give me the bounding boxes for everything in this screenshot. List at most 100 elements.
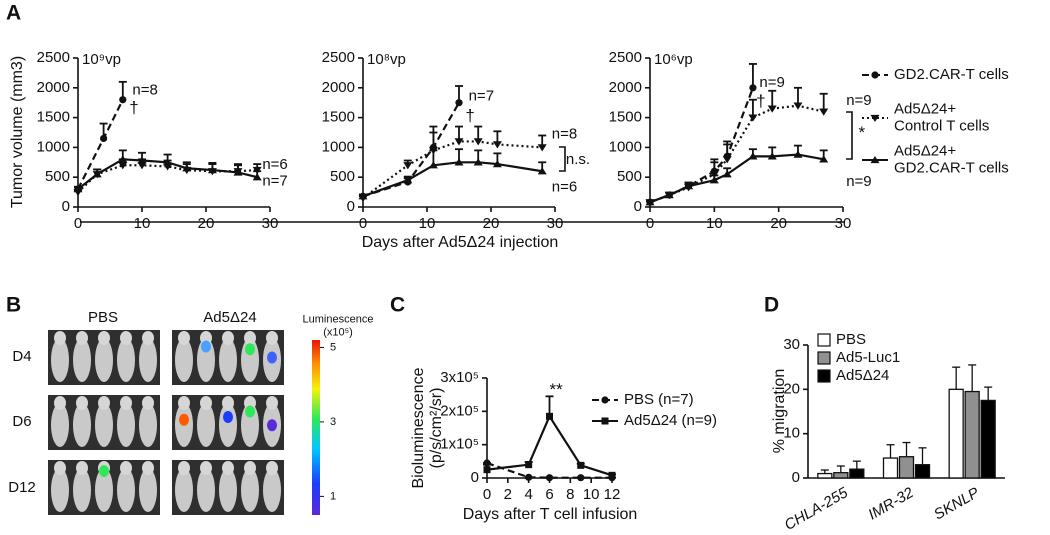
marker [722,170,732,178]
y-tick-label: 10 [783,425,800,442]
marker [546,412,553,420]
y-tick-label: 20 [783,380,800,397]
annotation: n=9 [846,173,871,190]
mouse-head [178,396,190,410]
x-tick-label: 0 [646,215,654,232]
x-tick-label: 8 [566,486,574,503]
x-axis-label: Days after Ad5Δ24 injection [362,234,559,251]
marker [137,162,147,170]
mouse-head [200,331,212,345]
marker [684,182,694,190]
y-tick-label: 2000 [609,79,642,96]
marker [492,160,502,168]
marker [473,158,483,166]
panel-label: C [390,294,405,317]
marker [252,173,262,181]
colorbar-title: Luminescence (x10⁵) [303,314,374,339]
legend-swatch [817,333,831,347]
marker [118,162,128,170]
legend-swatch [817,351,831,365]
annotation: n=6 [262,156,287,173]
marker [118,155,128,163]
mouse-images [48,330,284,515]
legend-label: Ad5Δ24+ GD2.CAR-T cells [894,142,1009,176]
y-axis-label: Bioluminescence(p/s/cm²/sr) [410,367,445,488]
legend-marker [870,114,880,123]
colorbar-tick-label: 5 [330,341,336,353]
mouse [117,403,135,447]
bar [817,472,833,479]
x-tick-label: 12 [604,486,621,503]
mouse [95,468,113,512]
y-tick-label: 1000 [322,138,355,155]
legend-label: GD2.CAR-T cells [894,66,1009,83]
annotation: † [465,106,474,125]
signal [267,419,277,432]
marker [163,158,173,166]
y-axis-label: % migration [771,369,788,453]
marker [545,474,554,482]
series-line [362,140,543,199]
legend-label: PBS (n=7) [624,391,694,408]
mouse-head [142,396,154,410]
subtitle: 10⁸vp [367,51,406,68]
x-tick-label: 20 [483,215,500,232]
y-tick-label: 1x10⁵ [440,436,479,453]
panel-label: B [6,294,21,317]
y-tick-label: 3x10⁵ [440,369,479,386]
mouse [139,468,157,512]
y-tick-label: 2000 [322,79,355,96]
y-tick-label: 1500 [322,109,355,126]
x-axis-label: Days after T cell infusion [463,506,638,523]
mouse [73,403,91,447]
marker [793,102,803,110]
mouse [263,468,281,512]
mouse-head [98,331,110,345]
marker [403,162,413,170]
x-tick-label: 10 [706,215,723,232]
mouse-head [54,396,66,410]
x-tick-label: 20 [198,215,215,232]
mouse [175,338,193,382]
marker [664,191,674,199]
marker [428,161,438,169]
bar [898,456,915,479]
mouse-head [142,461,154,475]
x-tick-label: 0 [483,486,491,503]
x-tick-label: 0 [359,215,367,232]
series-line [649,87,754,204]
x-tick-label: 10 [134,215,151,232]
annotation: * [858,123,865,142]
bar [980,399,996,479]
marker [608,471,616,479]
bar [833,472,849,479]
mouse [51,468,69,512]
mouse-head [244,461,256,475]
panel-label: D [764,294,779,317]
colorbar [312,340,320,515]
mouse-head [222,396,234,410]
bracket [846,111,853,160]
mouse [51,403,69,447]
mouse [219,468,237,512]
mouse [219,403,237,447]
series-line [486,413,613,477]
x-tick-label: 20 [770,215,787,232]
marker [767,105,777,113]
bar [914,464,931,479]
annotation: n=8 [132,82,157,99]
annotation: n=6 [552,178,577,195]
y-tick-label: 0 [792,469,800,486]
x-tick-label: 0 [74,215,82,232]
legend-label: Ad5Δ24+ Control T cells [894,100,989,134]
mouse-head [200,461,212,475]
mouse [139,403,157,447]
legend-marker [601,396,609,404]
marker [403,176,413,184]
marker [709,176,719,184]
bar [882,457,899,479]
bar [948,388,964,479]
row-label: D12 [8,479,36,496]
marker [577,474,585,482]
y-tick-label: 2500 [609,49,642,66]
